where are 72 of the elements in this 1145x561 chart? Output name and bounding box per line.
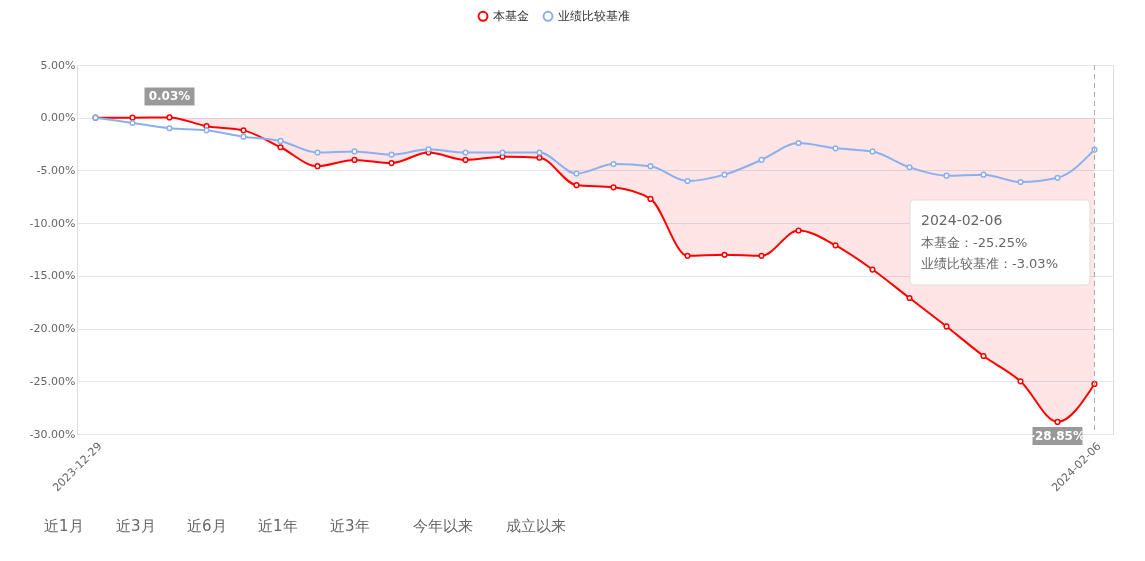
point (684, 177, 691, 185)
annotation: 2024-02-06 (921, 212, 1003, 228)
y-tick-label: -30.00% (29, 427, 76, 441)
point (1017, 178, 1024, 186)
annotation: 本基金：-25.25% (921, 235, 1028, 250)
point (240, 133, 247, 140)
point (869, 266, 876, 273)
point (795, 227, 802, 234)
point (573, 170, 580, 177)
point (388, 151, 395, 158)
point (1017, 378, 1024, 385)
point (832, 242, 839, 249)
text: 近6月 (187, 517, 227, 535)
point (758, 252, 765, 259)
y-tick-label: 5.00% (40, 58, 76, 72)
point (906, 164, 913, 171)
data-label: -28.85% (1030, 428, 1085, 443)
point (1091, 380, 1098, 388)
point (943, 323, 950, 330)
point (795, 139, 802, 147)
point (647, 163, 654, 170)
point (1054, 174, 1061, 181)
text: 近3年 (330, 517, 370, 535)
point (203, 127, 210, 134)
point (277, 137, 284, 144)
y-tick-label: 0.00% (40, 111, 76, 125)
point (351, 156, 358, 163)
text: 成立以来 (506, 517, 566, 535)
point (388, 159, 395, 167)
point (240, 127, 247, 134)
legend-label: 本基金 (493, 9, 529, 24)
point (721, 251, 728, 258)
text: 今年以来 (413, 517, 473, 535)
point (129, 119, 136, 127)
point (610, 161, 617, 168)
point (351, 148, 358, 155)
point (462, 156, 469, 163)
point (832, 145, 839, 152)
point (166, 114, 173, 121)
point (610, 184, 617, 191)
point (314, 163, 321, 170)
point (1054, 418, 1061, 425)
point (980, 352, 987, 360)
y-tick-label: -20.00% (29, 322, 76, 336)
point (980, 171, 987, 178)
y-tick-label: -10.00% (29, 216, 76, 230)
text: 近1月 (44, 517, 84, 535)
point (1091, 146, 1098, 153)
annotation: 业绩比较基准：-3.03% (921, 256, 1058, 271)
point (573, 182, 580, 189)
point (906, 294, 913, 302)
point (647, 195, 654, 202)
legend-label: 业绩比较基准 (558, 9, 630, 24)
text: 近3月 (116, 517, 156, 535)
point (684, 252, 691, 259)
point (536, 154, 543, 161)
point (721, 171, 728, 178)
y-tick-label: -5.00% (36, 163, 76, 177)
y-tick-label: -25.00% (29, 374, 76, 388)
point (462, 149, 469, 156)
point (869, 148, 876, 155)
point (166, 125, 173, 132)
point (129, 114, 136, 121)
point (758, 156, 765, 163)
point (943, 172, 950, 179)
point (314, 149, 321, 156)
y-tick-label: -15.00% (29, 269, 76, 283)
point (499, 149, 506, 156)
point (277, 144, 284, 151)
text: 近1年 (258, 517, 298, 535)
point (536, 149, 543, 156)
data-label: 0.03% (148, 89, 191, 104)
